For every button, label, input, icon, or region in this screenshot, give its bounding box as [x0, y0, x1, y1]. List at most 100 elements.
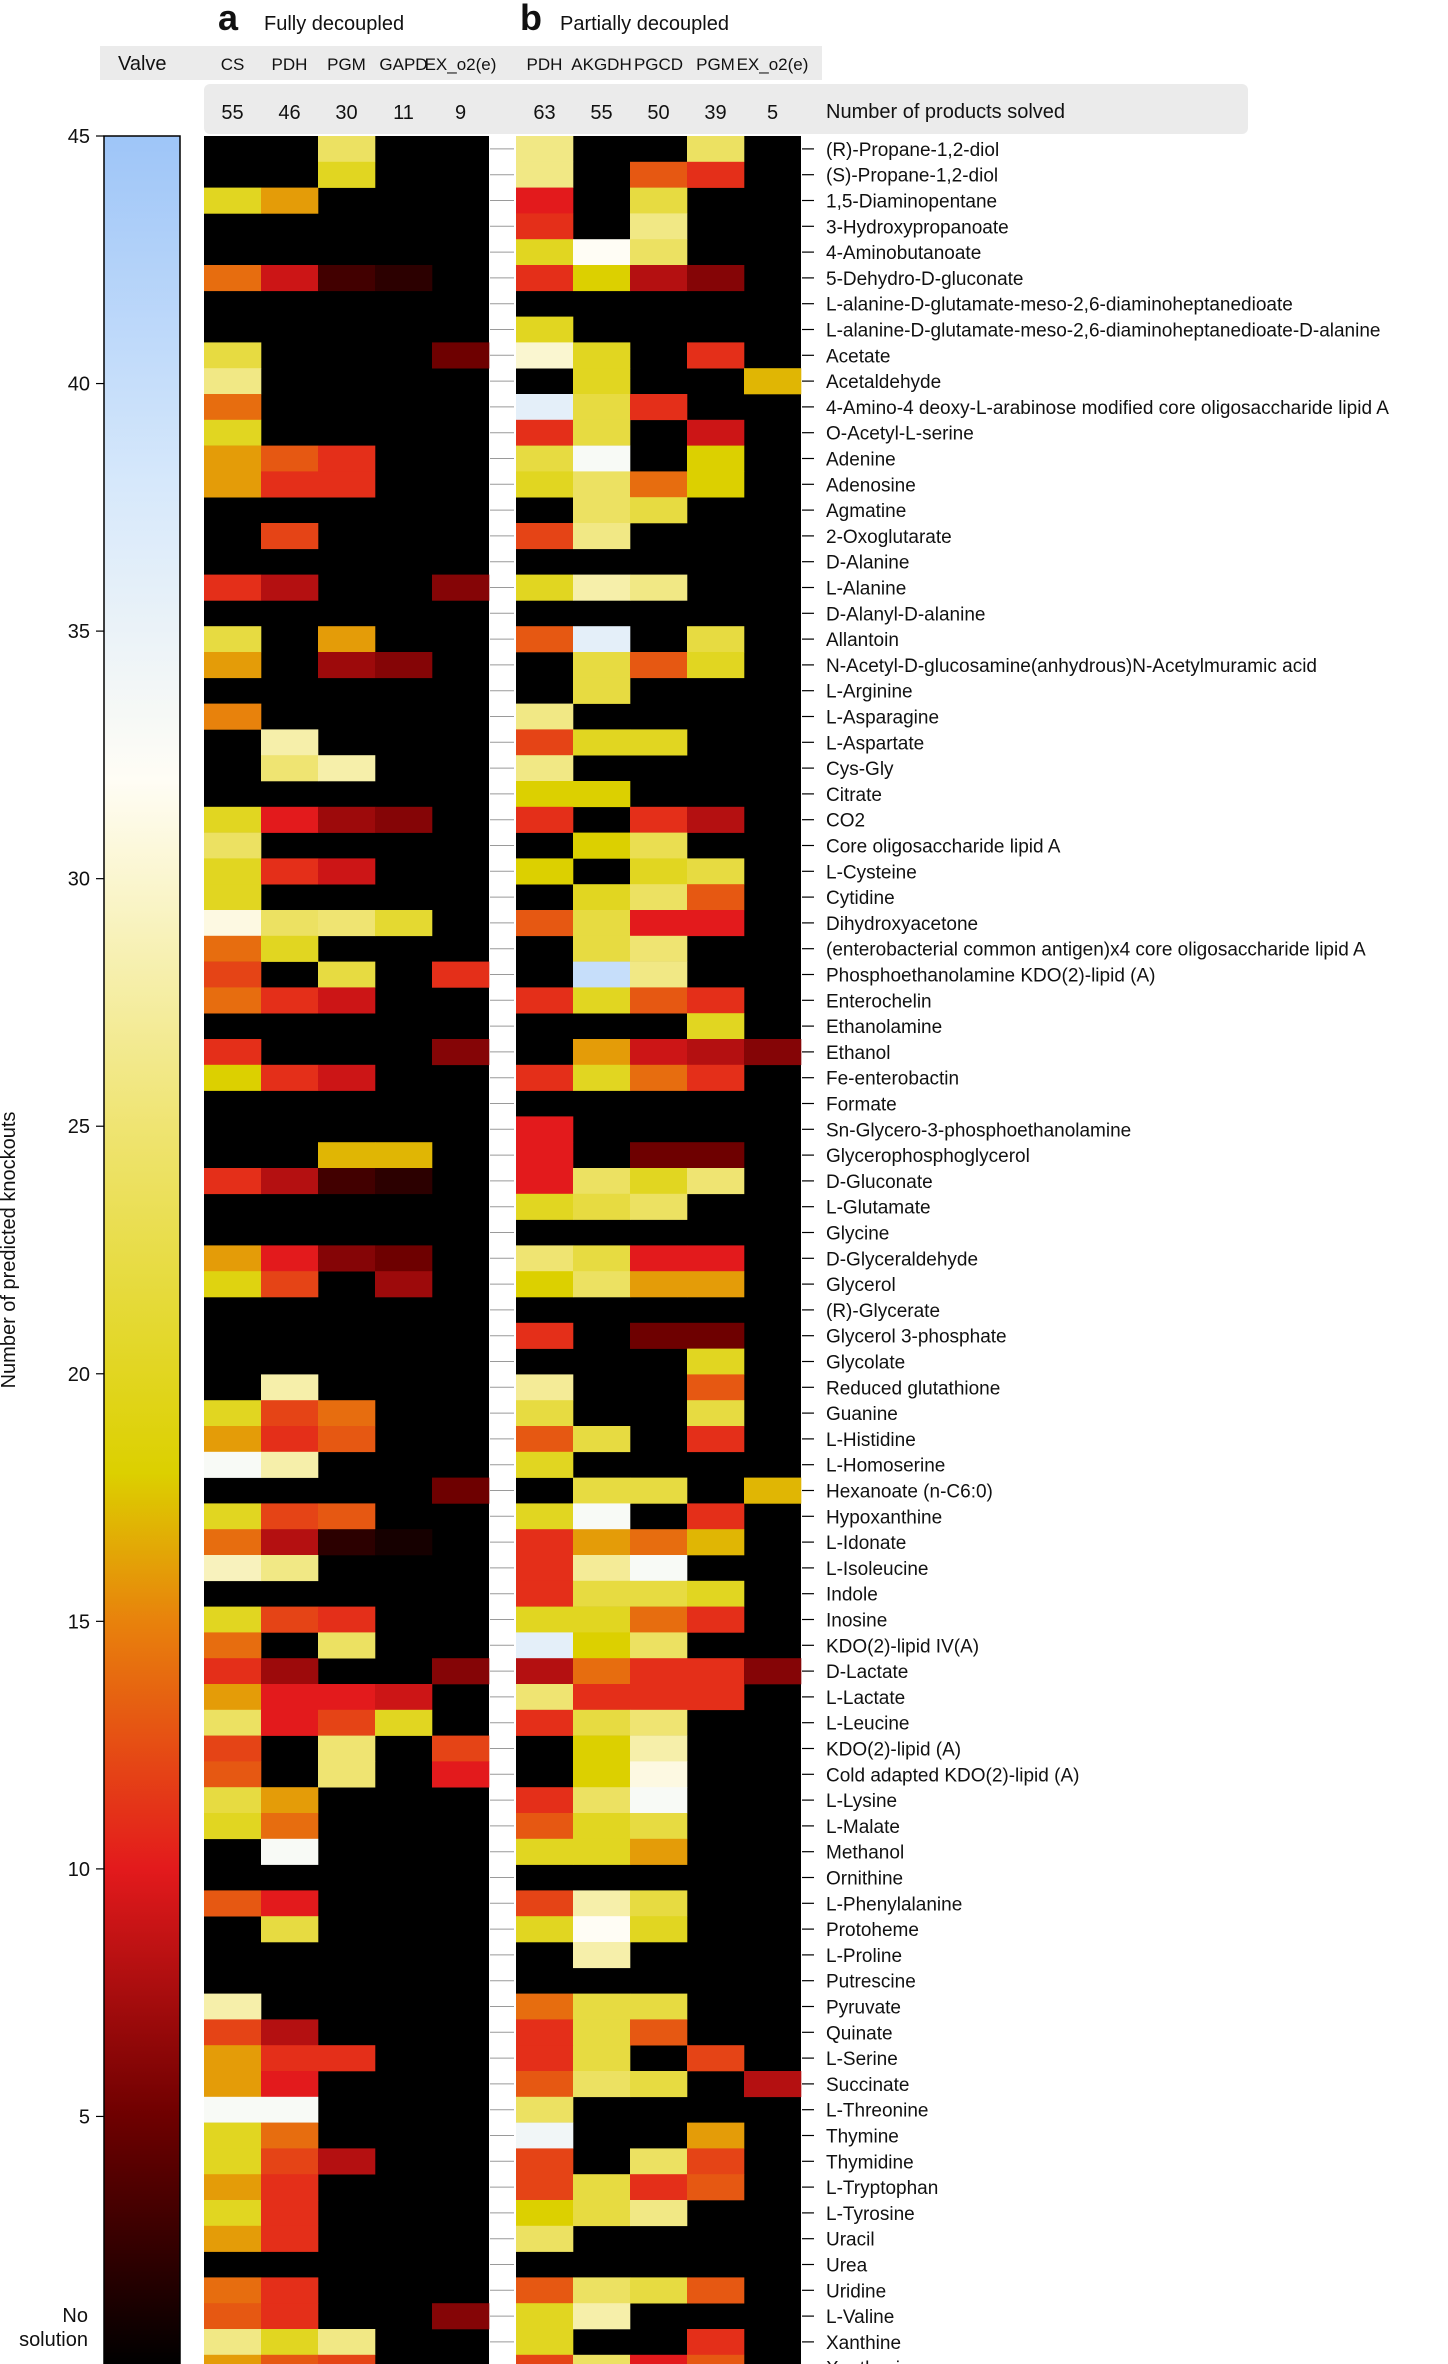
heatmap-cell — [573, 677, 631, 704]
heatmap-cell — [318, 471, 376, 498]
heatmap-cell — [261, 1838, 319, 1865]
heatmap-cell — [744, 2071, 802, 2098]
product-label: L-Serine — [826, 2049, 898, 2070]
product-label: Allantoin — [826, 630, 899, 651]
heatmap-cell — [318, 2354, 376, 2364]
heatmap-cell — [516, 781, 574, 808]
product-label: L-Valine — [826, 2307, 894, 2328]
heatmap-cell — [573, 368, 631, 395]
heatmap-cell — [204, 1684, 262, 1711]
heatmap-cell — [375, 806, 433, 833]
product-label: Cold adapted KDO(2)-lipid (A) — [826, 1765, 1079, 1786]
products-solved-PGCD: 50 — [647, 102, 669, 124]
heatmap-cell — [687, 1348, 745, 1375]
heatmap-cell — [630, 213, 688, 240]
heatmap-cell — [744, 1658, 802, 1685]
heatmap-cell — [432, 1477, 490, 1504]
colorbar-tick-label-35: 35 — [68, 621, 90, 643]
heatmap-cell — [516, 703, 574, 730]
product-label: L-Proline — [826, 1946, 902, 1967]
heatmap-cell — [687, 2354, 745, 2364]
heatmap-cell — [573, 2303, 631, 2330]
heatmap-cell — [687, 626, 745, 653]
heatmap-cell — [630, 574, 688, 601]
heatmap-cell — [630, 1271, 688, 1298]
valve-header-PGCD: PGCD — [634, 55, 683, 74]
heatmap-cell — [630, 910, 688, 937]
valve-header-AKGDH: AKGDH — [571, 55, 631, 74]
product-label: Phosphoethanolamine KDO(2)-lipid (A) — [826, 966, 1156, 987]
product-label: L-Alanine — [826, 579, 906, 600]
heatmap-cell — [687, 1400, 745, 1427]
heatmap-cell — [261, 1168, 319, 1195]
heatmap-cell — [261, 2354, 319, 2364]
product-label: (R)-Propane-1,2-diol — [826, 140, 999, 161]
heatmap-cell — [573, 394, 631, 421]
heatmap-cell — [375, 1245, 433, 1272]
heatmap-cell — [630, 858, 688, 885]
heatmap-cell — [630, 884, 688, 911]
product-label: Uracil — [826, 2230, 875, 2251]
heatmap-cell — [516, 1245, 574, 1272]
heatmap-cell — [261, 1813, 319, 1840]
products-solved-EX_o2(e): 5 — [767, 102, 778, 124]
heatmap-cell — [573, 1477, 631, 1504]
heatmap-cell — [687, 419, 745, 446]
heatmap-cell — [573, 961, 631, 988]
panel-b-heatmap — [516, 136, 802, 2364]
heatmap-cell — [573, 781, 631, 808]
panel-b-title: Partially decoupled — [560, 13, 729, 35]
heatmap-cell — [630, 1709, 688, 1736]
valve-header-PDH: PDH — [527, 55, 563, 74]
heatmap-cell — [516, 2200, 574, 2227]
heatmap-cell — [573, 1684, 631, 1711]
product-label: L-Idonate — [826, 1533, 906, 1554]
heatmap-cell — [261, 445, 319, 472]
heatmap-cell — [516, 2148, 574, 2175]
heatmap-cell — [687, 1039, 745, 1066]
heatmap-cell — [204, 1813, 262, 1840]
product-label: Ornithine — [826, 1869, 903, 1890]
heatmap-cell — [630, 935, 688, 962]
product-label: KDO(2)-lipid IV(A) — [826, 1636, 979, 1657]
heatmap-cell — [516, 858, 574, 885]
heatmap-cell — [318, 626, 376, 653]
heatmap-cell — [516, 316, 574, 343]
heatmap-cell — [261, 910, 319, 937]
heatmap-cell — [516, 1787, 574, 1814]
heatmap-cell — [204, 2303, 262, 2330]
heatmap-cell — [573, 2354, 631, 2364]
heatmap-cell — [516, 1451, 574, 1478]
panel-a-letter: a — [218, 0, 239, 38]
heatmap-cell — [630, 187, 688, 214]
heatmap-cell — [516, 1400, 574, 1427]
heatmap-cell — [573, 1580, 631, 1607]
heatmap-cell — [744, 1039, 802, 1066]
heatmap-cell — [516, 1632, 574, 1659]
heatmap-cell — [630, 1658, 688, 1685]
product-label: KDO(2)-lipid (A) — [826, 1740, 961, 1761]
heatmap-cell — [261, 187, 319, 214]
heatmap-cell — [516, 1529, 574, 1556]
heatmap-cell — [318, 1426, 376, 1453]
heatmap-cell — [261, 1658, 319, 1685]
heatmap-cell — [204, 626, 262, 653]
heatmap-cell — [630, 2148, 688, 2175]
colorbar-tick-label-15: 15 — [68, 1611, 90, 1633]
heatmap-cell — [630, 1039, 688, 1066]
heatmap-cell — [516, 806, 574, 833]
product-label: Ethanolamine — [826, 1017, 942, 1038]
product-label: D-Alanine — [826, 553, 909, 574]
heatmap-cell — [687, 1064, 745, 1091]
product-label: Indole — [826, 1585, 878, 1606]
heatmap-cell — [261, 574, 319, 601]
heatmap-cell — [204, 1555, 262, 1582]
heatmap-cell — [630, 2200, 688, 2227]
colorbar-tick-label-45: 45 — [68, 126, 90, 148]
heatmap-cell — [318, 1245, 376, 1272]
heatmap-cell — [516, 1142, 574, 1169]
heatmap-cell — [204, 2200, 262, 2227]
products-solved-EX_o2(e): 9 — [455, 102, 466, 124]
product-label: Glycine — [826, 1224, 889, 1245]
product-label: Sn-Glycero-3-phosphoethanolamine — [826, 1120, 1131, 1141]
